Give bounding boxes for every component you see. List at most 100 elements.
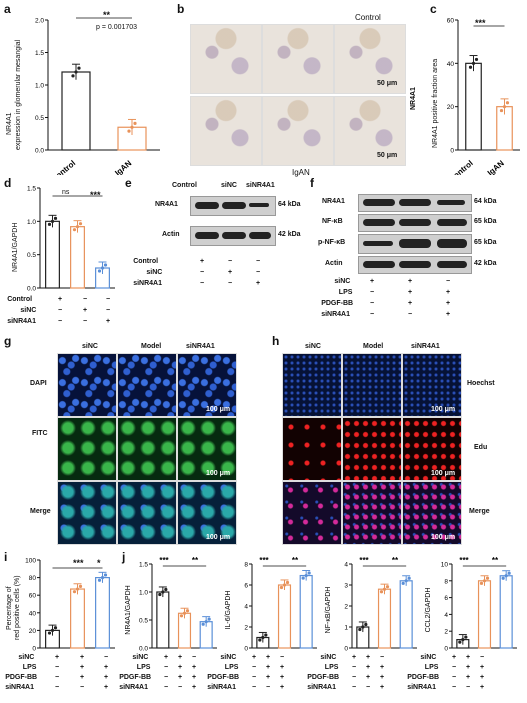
- condition-label: siNC: [132, 654, 149, 661]
- condition-mark: +: [280, 684, 285, 691]
- condition-mark: −: [266, 684, 271, 691]
- data-point: [304, 573, 308, 578]
- data-point: [279, 585, 284, 590]
- significance-2: **: [192, 556, 199, 565]
- panel-label-f: f: [310, 176, 314, 190]
- condition-label: siNC: [320, 654, 337, 661]
- condition-label: siNC: [18, 654, 35, 661]
- data-point: [50, 628, 55, 632]
- significance-2: **: [392, 556, 399, 565]
- condition-label: siNR4A1: [7, 318, 36, 325]
- h-img-merge-1: [282, 481, 342, 545]
- data-point: [133, 121, 137, 125]
- condition-label: LPS: [338, 289, 353, 296]
- x-tick-label: Control: [50, 159, 78, 175]
- data-point: [461, 638, 465, 642]
- y-tick-label: 20: [29, 628, 37, 635]
- condition-mark: −: [200, 280, 205, 287]
- data-point: [158, 592, 162, 597]
- condition-mark: +: [104, 674, 109, 681]
- data-point: [479, 581, 484, 585]
- y-tick-label: 100: [25, 558, 36, 565]
- e-blot-name-1: NR4A1: [155, 201, 178, 208]
- bar-siNR4A1: [499, 575, 513, 649]
- a-pval: p = 0.001703: [96, 24, 138, 31]
- data-point: [75, 225, 80, 229]
- condition-mark: −: [58, 307, 63, 314]
- condition-mark: +: [446, 289, 451, 296]
- condition-mark: +: [58, 296, 63, 303]
- y-tick-label: 8: [244, 562, 248, 569]
- panel-label-c: c: [430, 2, 437, 16]
- g-row-2: FITC: [32, 430, 48, 437]
- condition-label: LPS: [136, 664, 151, 671]
- i-sig-1: ***: [73, 558, 84, 568]
- data-point: [127, 129, 131, 133]
- h-img-merge-3: [402, 481, 462, 545]
- condition-mark: −: [164, 684, 169, 691]
- b-control-label: Control: [355, 13, 381, 22]
- data-point: [258, 638, 262, 642]
- data-point: [71, 74, 75, 78]
- condition-mark: −: [83, 296, 88, 303]
- bar-Control: [45, 220, 60, 289]
- condition-mark: −: [370, 289, 375, 296]
- condition-mark: −: [352, 674, 357, 681]
- condition-mark: +: [280, 674, 285, 681]
- c-sig: ***: [475, 18, 486, 28]
- y-tick-label: 1: [344, 625, 348, 632]
- y-tick-label: 2: [444, 629, 448, 636]
- significance-1: ***: [259, 556, 269, 565]
- y-tick-label: 0: [244, 646, 248, 653]
- y-tick-label: 0.0: [27, 286, 36, 293]
- y-tick-label: 0.0: [139, 646, 148, 653]
- data-point: [201, 622, 205, 626]
- y-axis-label: NF-κB/GAPDH: [325, 587, 332, 634]
- h-img-hoechst-1: [282, 353, 342, 417]
- bar-Model: [277, 584, 292, 649]
- h-scale-1: 100 μm: [431, 406, 456, 413]
- data-point: [364, 622, 368, 627]
- condition-mark: −: [452, 674, 457, 681]
- y-tick-label: 0.5: [27, 252, 36, 259]
- data-point: [97, 269, 102, 273]
- f-blot-kda-1: 64 kDa: [474, 198, 497, 205]
- y-tick-label: 1.5: [139, 562, 148, 569]
- data-point: [103, 263, 108, 267]
- chart-i: 0 20 40 60 80 100: [25, 558, 115, 653]
- condition-mark: +: [370, 278, 375, 285]
- chart-a: 0.0 0.5 1.0 1.5 2.0 Control IgAN: [35, 18, 160, 175]
- g-img-fitc-1: [57, 417, 117, 481]
- data-point: [204, 620, 208, 624]
- y-tick-label: 4: [344, 562, 348, 569]
- d-sig-ns: ns: [62, 189, 70, 196]
- condition-label: LPS: [224, 664, 239, 671]
- y-tick-label: 2: [244, 625, 248, 632]
- bar-siNR4A1: [299, 574, 313, 649]
- bar-Model: [477, 580, 492, 649]
- data-point: [185, 609, 190, 613]
- condition-mark: +: [80, 664, 85, 671]
- x-tick-label: Control: [447, 159, 475, 175]
- condition-mark: −: [256, 269, 261, 276]
- e-lane-3: siNR4A1: [246, 182, 275, 189]
- h-col-2: Model: [363, 343, 384, 350]
- data-point: [379, 590, 384, 594]
- condition-mark: −: [164, 674, 169, 681]
- condition-mark: −: [366, 684, 371, 691]
- data-point: [401, 581, 405, 585]
- h-scale-2: 100 μm: [431, 470, 456, 477]
- condition-label: siNR4A1: [321, 311, 350, 318]
- condition-mark: +: [466, 664, 471, 671]
- y-tick-label: 4: [244, 604, 248, 611]
- condition-mark: +: [164, 654, 169, 661]
- bar-siNC: [70, 226, 85, 289]
- condition-mark: −: [228, 280, 233, 287]
- y-axis-label: IL-6/GAPDH: [225, 591, 232, 630]
- chart-d: 0.0 0.5 1.0 1.5: [27, 186, 115, 293]
- panel-label-h: h: [272, 334, 280, 348]
- data-point: [100, 266, 105, 270]
